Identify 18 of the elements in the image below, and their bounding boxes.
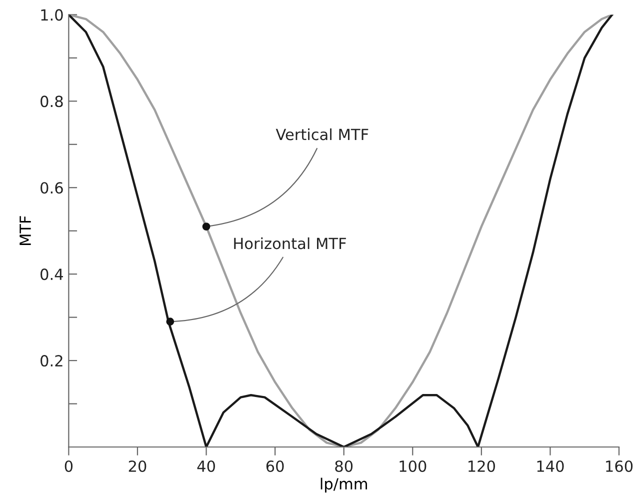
- annotation: Horizontal MTF: [234, 237, 346, 250]
- x-tick-label: 120: [468, 460, 495, 472]
- x-tick-label: 140: [537, 460, 564, 472]
- x-tick-label: 60: [266, 460, 284, 472]
- annotation: Vertical MTF: [276, 128, 368, 140]
- y-tick-label: 0.4: [40, 268, 63, 280]
- x-tick-label: 80: [335, 460, 353, 472]
- x-tick-label: 40: [197, 460, 215, 472]
- x-tick-label: 160: [606, 460, 633, 472]
- y-tick-label: 1.0: [41, 9, 63, 21]
- y-tick-label: 0.8: [40, 96, 63, 108]
- y-tick-label: 0.6: [40, 182, 63, 194]
- x-tick-label: 100: [400, 460, 426, 472]
- x-tick-label: 0: [64, 460, 73, 472]
- x-axis-title: lp/mm: [320, 478, 367, 493]
- y-tick-label: 0.2: [40, 355, 62, 367]
- y-axis-title: MTF: [20, 216, 31, 245]
- x-tick-label: 20: [128, 460, 146, 472]
